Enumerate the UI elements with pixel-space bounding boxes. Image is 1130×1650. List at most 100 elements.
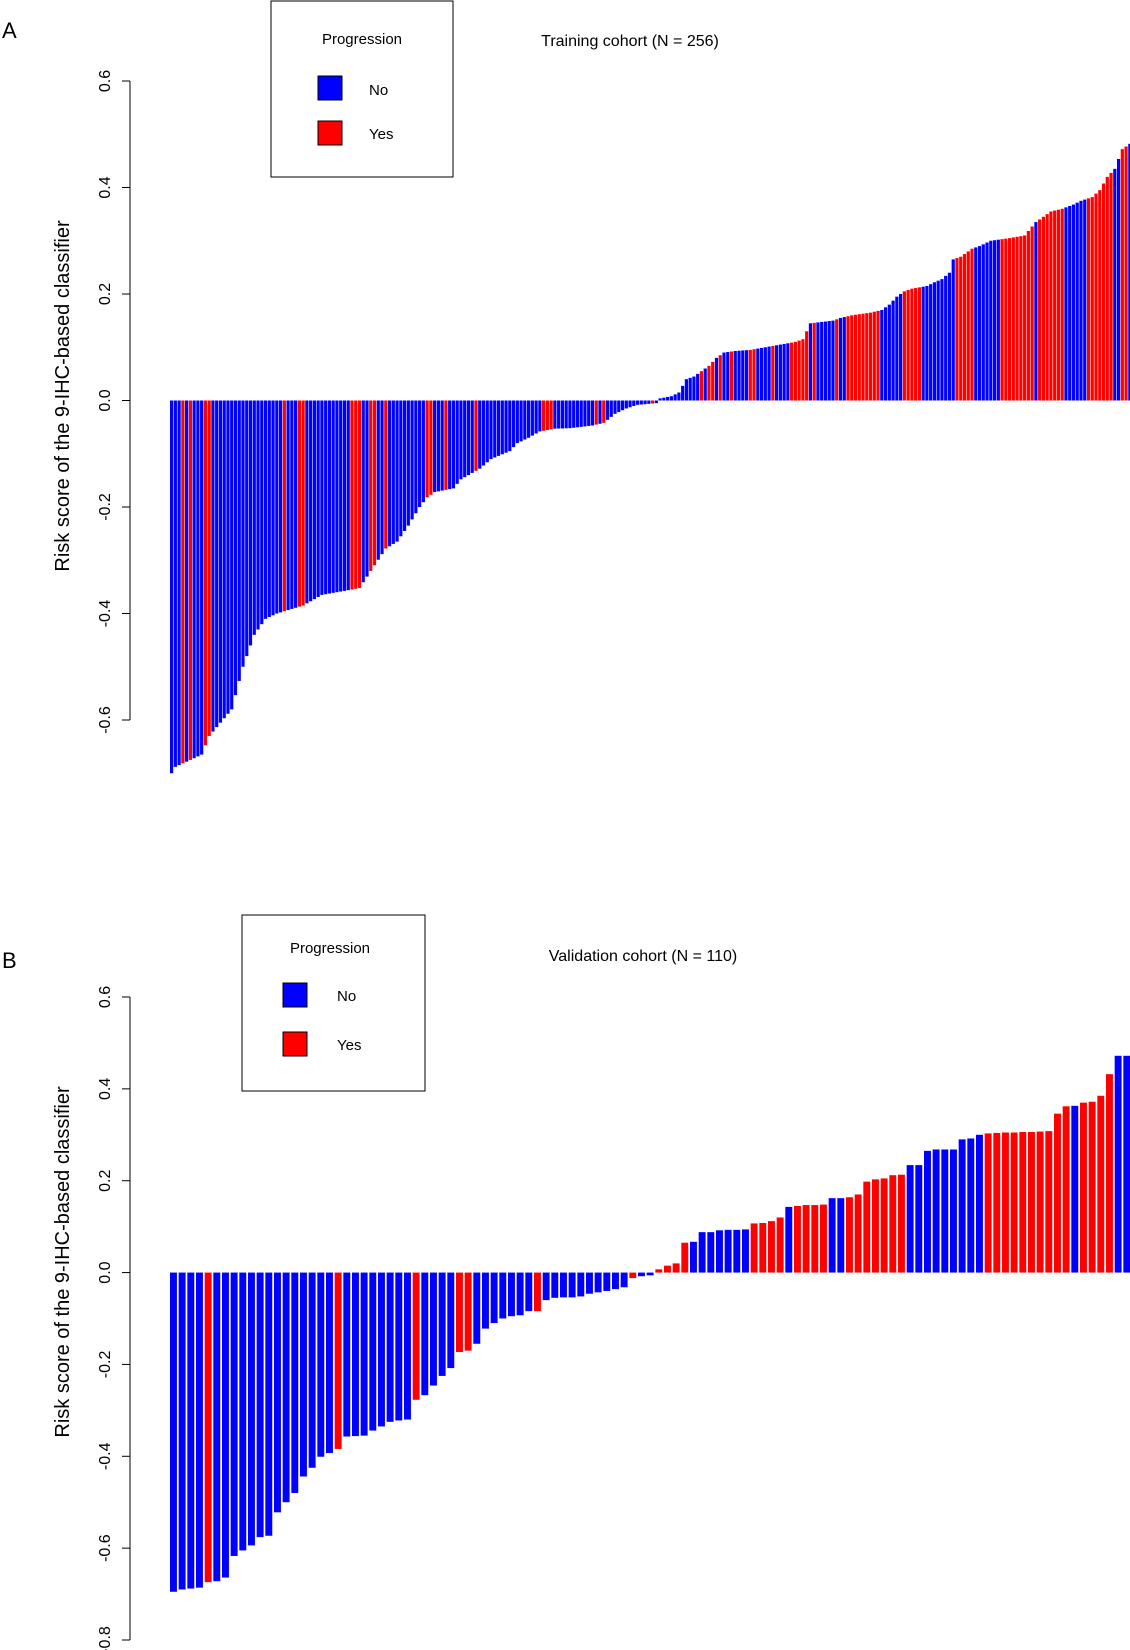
bar-progression-yes <box>889 1175 897 1273</box>
bar-progression-no <box>213 1272 221 1582</box>
bar-progression-no <box>300 1272 307 1477</box>
bar-progression-no <box>361 400 365 583</box>
bar-progression-no <box>430 1272 437 1386</box>
bar-progression-no <box>989 240 993 401</box>
bar-progression-yes <box>752 349 756 401</box>
bar-progression-yes <box>872 1179 879 1273</box>
bar-progression-no <box>643 400 647 405</box>
bar-progression-yes <box>594 400 598 425</box>
bar-progression-no <box>515 400 519 444</box>
panel-label-b: B <box>2 948 17 973</box>
bar-progression-no <box>265 1272 273 1536</box>
bar-progression-no <box>977 246 982 401</box>
bar-progression-no <box>553 400 557 429</box>
bar-progression-no <box>831 320 835 401</box>
bar-progression-no <box>598 400 602 424</box>
bar-progression-yes <box>984 1133 992 1273</box>
bar-progression-no <box>305 400 309 604</box>
bar-progression-no <box>820 321 824 401</box>
bar-progression-no <box>481 400 486 466</box>
bar-progression-yes <box>1011 237 1015 401</box>
bar-progression-no <box>440 400 444 491</box>
bar-progression-yes <box>811 1205 819 1273</box>
bar-progression-no <box>782 343 786 401</box>
bar-progression-yes <box>801 339 805 401</box>
bar-progression-yes <box>759 1222 767 1273</box>
bar-progression-no <box>478 400 482 469</box>
bar-progression-no <box>241 400 245 667</box>
bar-progression-yes <box>664 1265 671 1273</box>
bar-progression-yes <box>1049 211 1053 401</box>
bar-progression-yes <box>1054 1113 1061 1273</box>
bar-progression-yes <box>297 400 301 607</box>
bar-progression-no <box>327 400 332 594</box>
bar-progression-yes <box>1038 219 1042 401</box>
bar-progression-yes <box>802 1205 810 1273</box>
y-tick-label: -0.6 <box>97 1534 114 1562</box>
bar-progression-no <box>744 350 749 401</box>
chart-title-a: Training cohort (N = 256) <box>541 33 719 50</box>
bar-progression-yes <box>1088 1101 1096 1273</box>
bar-progression-no <box>925 286 929 401</box>
bar-progression-no <box>677 392 681 401</box>
bar-progression-yes <box>369 400 373 571</box>
bar-progression-no <box>716 1230 723 1273</box>
bar-progression-yes <box>464 1272 472 1351</box>
bar-progression-no <box>620 400 625 411</box>
bar-progression-yes <box>876 310 880 401</box>
bar-progression-no <box>286 400 290 611</box>
bar-progression-no <box>406 400 410 526</box>
bar-progression-no <box>941 1149 949 1273</box>
bar-progression-no <box>838 317 843 401</box>
bar-progression-yes <box>474 400 478 471</box>
bar-progression-no <box>932 282 937 401</box>
bar-progression-no <box>895 296 899 401</box>
bar-progression-no <box>1034 222 1038 401</box>
bar-progression-no <box>785 1206 793 1273</box>
bar-progression-no <box>609 400 613 417</box>
bar-progression-no <box>624 400 628 409</box>
bar-progression-no <box>248 400 253 646</box>
bar-progression-no <box>493 400 497 458</box>
bar-progression-no <box>944 275 948 401</box>
bar-progression-no <box>1083 199 1087 401</box>
y-tick-label: 0.2 <box>97 1169 114 1191</box>
bar-progression-no <box>178 1272 186 1590</box>
bar-progression-no <box>741 350 745 401</box>
bar-progression-yes <box>1036 1131 1044 1273</box>
bar-progression-no <box>823 321 828 401</box>
bar-progression-yes <box>354 400 358 589</box>
bar-progression-yes <box>846 316 850 401</box>
bar-progression-yes <box>412 1272 420 1400</box>
bar-progression-yes <box>846 1197 853 1273</box>
bar-progression-yes <box>1124 146 1128 401</box>
bar-progression-yes <box>914 288 918 401</box>
bar-progression-no <box>463 400 467 478</box>
legend-b: Progression No Yes <box>241 914 426 1092</box>
bar-progression-yes <box>748 349 752 401</box>
bar-progression-no <box>974 247 978 401</box>
bar-progression-no <box>992 240 997 401</box>
bar-progression-no <box>673 394 677 401</box>
y-axis-label-a: Risk score of the 9-IHC-based classifier <box>52 220 74 572</box>
bar-progression-no <box>230 400 234 710</box>
bar-progression-no <box>575 400 580 428</box>
legend-swatch-no-b <box>282 982 308 1008</box>
bar-progression-no <box>932 1149 940 1273</box>
bar-progression-yes <box>1120 149 1124 401</box>
bar-progression-yes <box>456 1272 463 1353</box>
bar-progression-no <box>703 368 707 401</box>
bar-progression-yes <box>425 400 429 498</box>
bar-progression-no <box>438 1272 446 1376</box>
bar-progression-yes <box>1094 193 1098 401</box>
bar-progression-yes <box>966 251 970 401</box>
bar-progression-no <box>308 1272 316 1468</box>
bar-progression-no <box>646 1272 654 1276</box>
bar-progression-yes <box>906 290 910 401</box>
bar-progression-no <box>316 400 320 597</box>
bar-progression-no <box>915 1165 923 1273</box>
bar-progression-no <box>707 1232 715 1273</box>
bar-progression-no <box>603 1272 611 1291</box>
bar-progression-yes <box>1010 1132 1018 1273</box>
bar-progression-no <box>395 1272 403 1421</box>
